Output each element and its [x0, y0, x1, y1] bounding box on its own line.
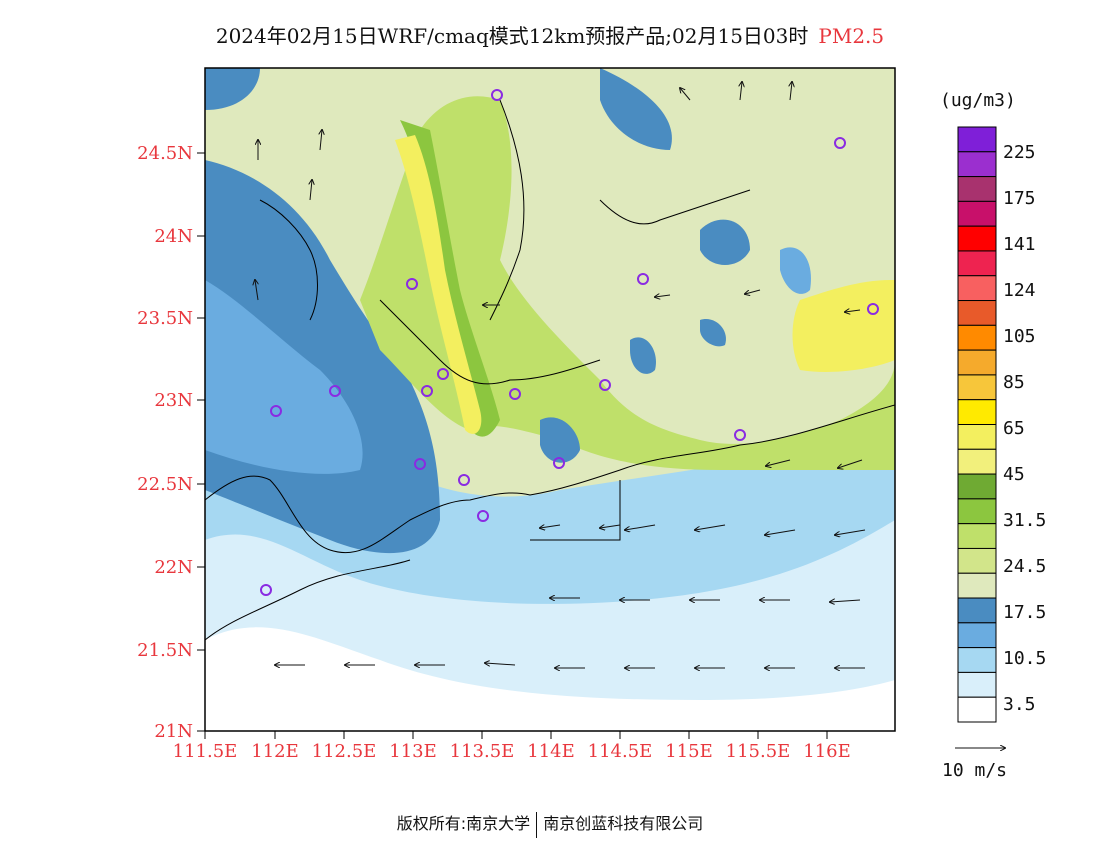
x-tick-label: 114E [527, 741, 575, 762]
title-species: PM2.5 [818, 24, 885, 48]
y-tick-label: 23.5N [137, 308, 193, 329]
legend-swatch [957, 176, 997, 202]
legend-label: 17.5 [1003, 602, 1046, 623]
legend-swatch [957, 225, 997, 252]
x-tick-label: 112E [251, 741, 299, 762]
page-title: 2024年02月15日WRF/cmaq模式12km预报产品;02月15日03时 P… [0, 20, 1100, 49]
legend-label: 10.5 [1003, 648, 1046, 669]
y-axis-labels: 24.5N 24N 23.5N 23N 22.5N 22N 21.5N 21N [137, 143, 193, 742]
footer-separator [536, 811, 538, 838]
legend-swatch [957, 696, 997, 723]
legend-label: 24.5 [1003, 556, 1046, 577]
x-tick-label: 114.5E [588, 741, 653, 762]
legend-swatch [957, 597, 997, 624]
title-main: 2024年02月15日WRF/cmaq模式12km预报产品;02月15日03时 [215, 24, 809, 48]
legend-swatch [957, 200, 997, 227]
x-axis-labels: 111.5E 112E 112.5E 113E 113.5E 114E 114.… [173, 741, 851, 762]
legend-swatch [957, 374, 997, 401]
legend-swatch [957, 399, 997, 426]
legend-label: 45 [1003, 464, 1025, 485]
station-markers [260, 89, 879, 596]
legend-swatch [957, 523, 997, 549]
legend-swatch [957, 498, 997, 525]
legend-label: 65 [1003, 418, 1025, 439]
legend-swatch [957, 547, 997, 574]
concentration-field [205, 68, 895, 731]
legend-label: 175 [1003, 188, 1036, 209]
legend-labels: 225 175 141 124 105 85 65 45 31.5 24.5 1… [1003, 142, 1046, 715]
x-tick-label: 113.5E [450, 741, 515, 762]
color-legend [957, 126, 997, 723]
y-tick-label: 24N [154, 226, 193, 247]
legend-label: 225 [1003, 142, 1036, 163]
x-axis-ticks [204, 731, 828, 739]
legend-label: 105 [1003, 326, 1036, 347]
footer-left: 版权所有:南京大学 [396, 814, 531, 833]
legend-swatch [957, 572, 997, 599]
legend-label: 85 [1003, 372, 1025, 393]
legend-unit: (ug/m3) [940, 90, 1016, 111]
legend-swatch [957, 622, 997, 649]
legend-swatch [957, 250, 997, 277]
vector-key-label: 10 m/s [942, 760, 1008, 781]
boundary-lines [205, 99, 895, 641]
y-tick-label: 22.5N [137, 474, 193, 495]
legend-swatch [957, 300, 997, 326]
legend-swatch [957, 671, 997, 698]
legend-swatch [957, 349, 997, 376]
copyright-footer: 版权所有:南京大学 南京创蓝科技有限公司 [0, 810, 1100, 838]
y-tick-label: 21.5N [137, 640, 193, 661]
legend-swatch [957, 647, 997, 673]
legend-swatch [957, 448, 997, 475]
y-tick-label: 24.5N [137, 143, 193, 164]
footer-right: 南京创蓝科技有限公司 [543, 814, 704, 833]
x-tick-label: 112.5E [312, 741, 377, 762]
y-axis-ticks [197, 152, 205, 732]
legend-label: 124 [1003, 280, 1036, 301]
legend-swatch [957, 275, 997, 302]
y-tick-label: 21N [154, 721, 193, 742]
x-tick-label: 115E [665, 741, 713, 762]
legend-label: 3.5 [1003, 694, 1036, 715]
y-tick-label: 23N [154, 390, 193, 411]
legend-swatch [957, 473, 997, 500]
legend-label: 31.5 [1003, 510, 1046, 531]
y-tick-label: 22N [154, 557, 193, 578]
x-tick-label: 113E [389, 741, 437, 762]
wind-vectors [255, 82, 866, 668]
legend-swatch [957, 324, 997, 351]
x-tick-label: 111.5E [173, 741, 238, 762]
legend-swatch [957, 126, 997, 153]
legend-label: 141 [1003, 234, 1036, 255]
legend-swatch [957, 151, 997, 178]
x-tick-label: 116E [803, 741, 851, 762]
legend-swatch [957, 424, 997, 450]
x-tick-label: 115.5E [726, 741, 791, 762]
